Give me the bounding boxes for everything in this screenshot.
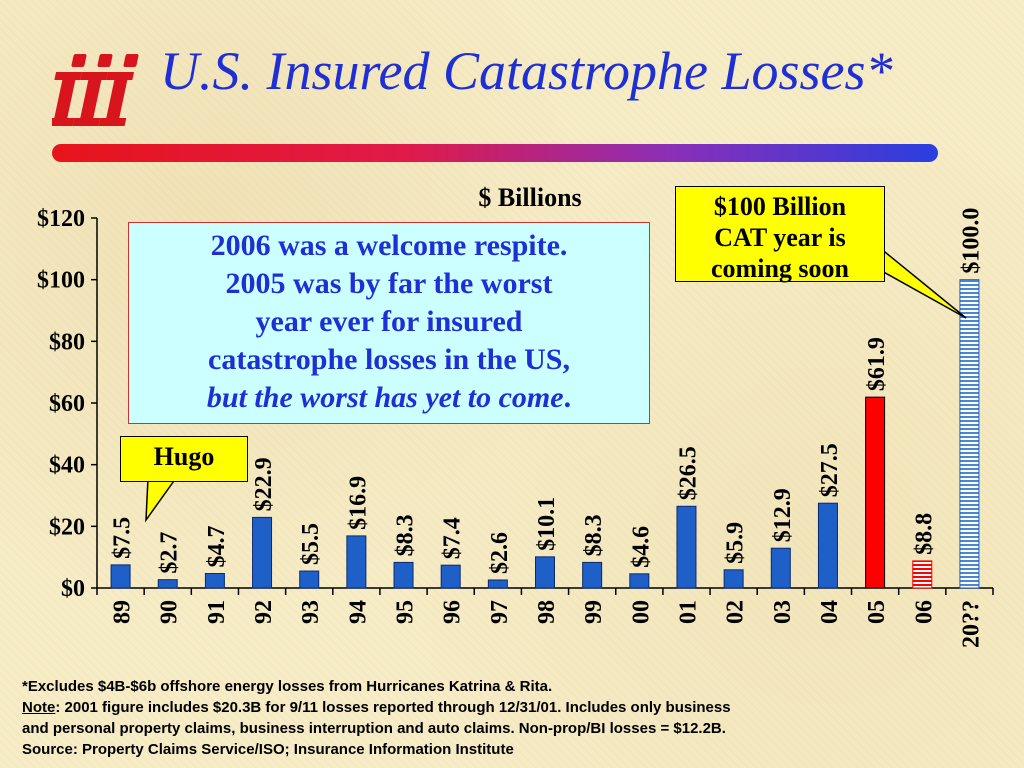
bar-91 <box>204 573 225 589</box>
note-line: 2005 was by far the worst <box>225 267 553 300</box>
note-label: Note <box>22 699 56 716</box>
note-line: year ever for insured <box>255 305 523 338</box>
y-tick-label: $80 <box>49 329 85 355</box>
respite-note-box: 2006 was a welcome respite. 2005 was by … <box>128 222 650 424</box>
value-label-00: $4.6 <box>628 526 654 568</box>
category-label-06: 06 <box>911 600 937 624</box>
page-title: U.S. Insured Catastrophe Losses* <box>160 41 893 101</box>
footnote-source: Source: Property Claims Service/ISO; Ins… <box>22 741 514 758</box>
bar-96 <box>440 564 461 589</box>
bar-97 <box>487 579 508 589</box>
category-label-02: 02 <box>723 600 749 624</box>
value-label-99: $8.3 <box>581 514 607 556</box>
cat-line: CAT year is <box>714 223 846 252</box>
note-period: . <box>563 381 572 414</box>
category-label-20??: 20?? <box>958 600 984 648</box>
category-label-98: 98 <box>534 600 560 624</box>
category-label-97: 97 <box>487 600 513 624</box>
value-label-98: $10.1 <box>534 497 560 551</box>
bar-89 <box>110 564 131 589</box>
bar-92 <box>252 516 273 589</box>
value-label-93: $5.5 <box>298 523 324 565</box>
hugo-callout-pointer <box>145 477 178 523</box>
category-label-05: 05 <box>864 600 890 624</box>
value-label-94: $16.9 <box>345 476 371 530</box>
y-tick-label: $20 <box>49 514 85 540</box>
title-underline-bar <box>52 144 938 162</box>
y-tick-label: $60 <box>49 391 85 417</box>
category-label-04: 04 <box>817 600 843 624</box>
bar-20?? <box>959 279 980 589</box>
bar-04 <box>817 502 838 589</box>
cat-line: coming soon <box>711 254 849 283</box>
hugo-callout: Hugo <box>120 436 248 482</box>
value-label-03: $12.9 <box>770 488 796 542</box>
cat-line: $100 Billion <box>713 192 847 221</box>
category-label-90: 90 <box>157 600 183 624</box>
category-label-03: 03 <box>770 600 796 624</box>
category-label-89: 89 <box>110 600 136 624</box>
category-label-92: 92 <box>251 600 277 624</box>
value-label-06: $8.8 <box>911 513 937 555</box>
value-label-02: $5.9 <box>723 522 749 564</box>
value-label-91: $4.7 <box>204 526 230 568</box>
iii-logo <box>52 54 139 126</box>
y-axis-title: $ Billions <box>478 183 581 212</box>
category-label-01: 01 <box>675 600 701 624</box>
y-tick-label: $100 <box>37 268 85 294</box>
value-label-97: $2.6 <box>487 532 513 574</box>
category-label-96: 96 <box>440 600 466 624</box>
category-label-99: 99 <box>581 600 607 624</box>
note-line: 2006 was a welcome respite. <box>210 229 568 262</box>
cat-callout-pointer <box>879 246 967 319</box>
bar-03 <box>770 547 791 589</box>
value-label-96: $7.4 <box>440 517 466 559</box>
category-label-00: 00 <box>628 600 654 624</box>
value-label-04: $27.5 <box>817 443 843 497</box>
footnotes: *Excludes $4B-$6b offshore energy losses… <box>22 676 1012 760</box>
bar-01 <box>676 505 697 589</box>
note-emphasis: but the worst has yet to come <box>206 381 564 414</box>
y-tick-label: $0 <box>61 576 85 602</box>
bar-05 <box>865 396 886 589</box>
note-text: : 2001 figure includes $20.3B for 9/11 l… <box>55 699 731 716</box>
bar-93 <box>299 570 320 589</box>
value-label-92: $22.9 <box>251 457 277 511</box>
value-label-05: $61.9 <box>864 337 890 391</box>
cat-year-callout: $100 Billion CAT year is coming soon <box>675 186 885 283</box>
category-label-94: 94 <box>345 600 371 624</box>
bar-99 <box>582 561 603 589</box>
bar-95 <box>393 561 414 589</box>
y-tick-label: $40 <box>49 453 85 479</box>
value-label-20??: $100.0 <box>958 208 984 274</box>
bar-94 <box>346 535 367 589</box>
footnote-excludes: *Excludes $4B-$6b offshore energy losses… <box>22 678 553 695</box>
y-tick-label: $120 <box>37 206 85 232</box>
footnote-note: Note: 2001 figure includes $20.3B for 9/… <box>22 697 1012 718</box>
value-label-90: $2.7 <box>157 532 183 574</box>
category-label-95: 95 <box>393 600 419 624</box>
note-line: but the worst has yet to come. <box>129 379 649 417</box>
note-line: catastrophe losses in the US, <box>208 343 570 376</box>
bar-90 <box>157 579 178 589</box>
value-label-89: $7.5 <box>110 517 136 559</box>
value-label-01: $26.5 <box>675 446 701 500</box>
category-label-93: 93 <box>298 600 324 624</box>
value-label-95: $8.3 <box>393 514 419 556</box>
bar-98 <box>535 556 555 589</box>
bar-02 <box>723 569 744 589</box>
category-label-91: 91 <box>204 600 230 624</box>
footnote-claims: and personal property claims, business i… <box>22 720 726 737</box>
bar-00 <box>629 573 650 589</box>
bar-06 <box>912 560 933 589</box>
